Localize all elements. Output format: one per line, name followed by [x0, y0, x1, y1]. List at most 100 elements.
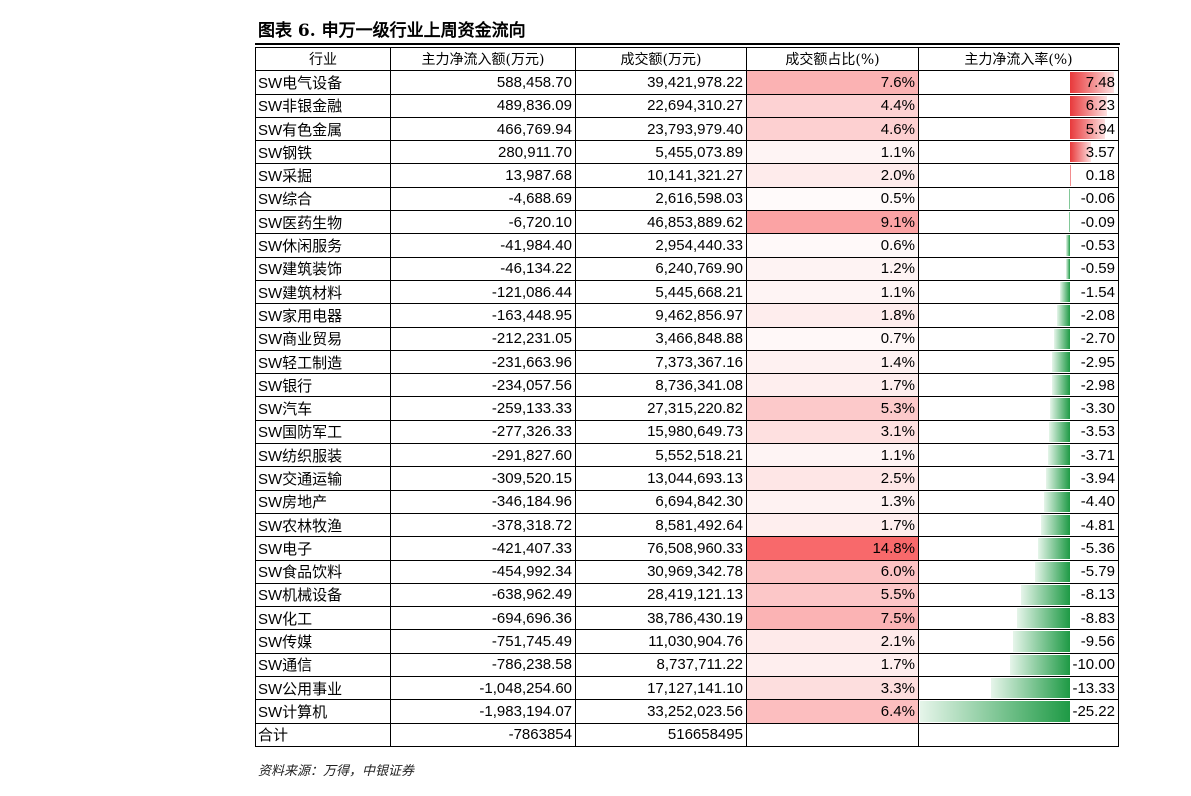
cell-text: -751,745.49 — [491, 633, 572, 651]
value-cell: -786,238.58 — [390, 652, 576, 678]
cell-text: -13.33 — [1072, 679, 1115, 697]
value-cell: 27,315,220.82 — [575, 396, 747, 421]
cell-text: SW机械设备 — [258, 587, 343, 605]
data-bar — [1017, 608, 1070, 629]
value-cell: -4.81 — [918, 512, 1119, 538]
value-cell: 6.4% — [746, 699, 919, 724]
value-cell: 0.18 — [918, 163, 1119, 188]
value-cell: -378,318.72 — [390, 512, 576, 538]
value-cell: -3.30 — [918, 396, 1119, 421]
cell-text: SW通信 — [258, 657, 313, 675]
value-cell: 1.2% — [746, 256, 919, 281]
value-cell: -0.59 — [918, 256, 1119, 281]
cell-text: SW汽车 — [258, 401, 313, 419]
industry-cell: SW电子 — [255, 536, 391, 561]
value-cell: 1.8% — [746, 303, 919, 328]
cell-text: 3.3% — [880, 679, 915, 697]
value-cell: -454,992.34 — [390, 559, 576, 584]
cell-text: SW建筑装饰 — [258, 261, 343, 279]
header-cell: 成交额(万元) — [575, 46, 747, 72]
cell-text: -41,984.40 — [500, 237, 572, 255]
data-bar — [1069, 72, 1114, 93]
cell-text: 2.1% — [880, 633, 915, 651]
data-row: SW家用电器 -163,448.95 9,462,856.97 1.8% -2.08 — [255, 303, 1119, 328]
cell-text: SW电气设备 — [258, 74, 343, 92]
cell-text: 5,552,518.21 — [655, 446, 743, 464]
cell-text: -378,318.72 — [491, 516, 572, 534]
data-row: SW银行 -234,057.56 8,736,341.08 1.7% -2.98 — [255, 373, 1119, 398]
cell-text: SW钢铁 — [258, 144, 313, 162]
value-cell: -2.98 — [918, 373, 1119, 398]
cell-text: -309,520.15 — [491, 469, 572, 487]
value-cell: 5,455,073.89 — [575, 140, 747, 165]
industry-cell: SW建筑材料 — [255, 279, 391, 305]
data-bar — [920, 701, 1070, 722]
cell-text: -3.71 — [1080, 446, 1115, 464]
cell-text: -259,133.33 — [491, 400, 572, 418]
data-row: SW采掘 13,987.68 10,141,321.27 2.0% 0.18 — [255, 163, 1119, 188]
industry-cell: SW纺织服装 — [255, 443, 391, 468]
cell-text: -231,663.96 — [491, 353, 572, 371]
value-cell: -5.79 — [918, 559, 1119, 584]
value-cell: 8,736,341.08 — [575, 373, 747, 398]
cell-text: 3,466,848.88 — [655, 330, 743, 348]
data-bar — [1066, 258, 1070, 279]
industry-cell: SW国防军工 — [255, 419, 391, 445]
cell-text: SW化工 — [258, 610, 313, 628]
value-cell: -8.13 — [918, 582, 1119, 608]
value-cell: -4.40 — [918, 489, 1119, 514]
value-cell: 5.94 — [918, 116, 1119, 142]
cell-text: 2.0% — [880, 167, 915, 185]
header-cell: 成交额占比(%) — [746, 46, 919, 72]
data-row: SW国防军工 -277,326.33 15,980,649.73 3.1% -3.53 — [255, 419, 1119, 445]
value-cell: 0.6% — [746, 233, 919, 258]
value-cell: -0.09 — [918, 210, 1119, 235]
value-cell: -4,688.69 — [390, 186, 576, 212]
value-cell: 8,581,492.64 — [575, 512, 747, 538]
cell-text: -638,962.49 — [491, 586, 572, 604]
value-cell: 3.57 — [918, 140, 1119, 165]
cell-text: 7.48 — [1085, 73, 1115, 91]
data-bar — [1060, 281, 1070, 303]
value-cell: -751,745.49 — [390, 629, 576, 654]
cell-text: -121,086.44 — [491, 283, 572, 301]
cell-text: -9.56 — [1080, 633, 1115, 651]
cell-text: 5,455,073.89 — [655, 143, 743, 161]
value-cell: 8,737,711.22 — [575, 652, 747, 678]
data-bar — [1012, 631, 1070, 652]
cell-text: -786,238.58 — [491, 656, 572, 674]
value-cell: -3.53 — [918, 419, 1119, 445]
value-cell: 38,786,430.19 — [575, 606, 747, 631]
cell-text: SW传媒 — [258, 634, 313, 652]
data-bar — [1052, 351, 1070, 373]
value-cell: 2,954,440.33 — [575, 233, 747, 258]
cell-text: -3.94 — [1080, 469, 1115, 487]
cell-text: -0.06 — [1080, 190, 1115, 208]
data-bar — [1010, 654, 1070, 676]
value-cell: -2.95 — [918, 349, 1119, 375]
data-bar — [990, 678, 1070, 699]
cell-text: 6.0% — [880, 563, 915, 581]
cell-text: -2.95 — [1080, 353, 1115, 371]
cell-text: 1.4% — [880, 353, 915, 371]
industry-cell: SW农林牧渔 — [255, 512, 391, 538]
value-cell: -0.06 — [918, 186, 1119, 212]
cell-text: 0.7% — [880, 330, 915, 348]
value-cell: -638,962.49 — [390, 582, 576, 608]
cell-text: 1.7% — [880, 656, 915, 674]
cell-text: -1,048,254.60 — [479, 679, 572, 697]
data-bar — [1037, 538, 1070, 559]
value-cell: 7.48 — [918, 70, 1119, 95]
industry-cell: SW通信 — [255, 652, 391, 678]
data-row: SW建筑装饰 -46,134.22 6,240,769.90 1.2% -0.59 — [255, 256, 1119, 281]
data-row: SW化工 -694,696.36 38,786,430.19 7.5% -8.83 — [255, 606, 1119, 631]
cell-text: SW休闲服务 — [258, 238, 343, 256]
value-cell: 0.5% — [746, 186, 919, 212]
cell-text: 489,836.09 — [496, 97, 572, 115]
industry-cell: SW房地产 — [255, 489, 391, 514]
cell-text: 3.57 — [1085, 143, 1115, 161]
value-cell: -1,983,194.07 — [390, 699, 576, 724]
data-row: SW公用事业 -1,048,254.60 17,127,141.10 3.3% -13.… — [255, 676, 1119, 701]
value-cell: 588,458.70 — [390, 70, 576, 95]
